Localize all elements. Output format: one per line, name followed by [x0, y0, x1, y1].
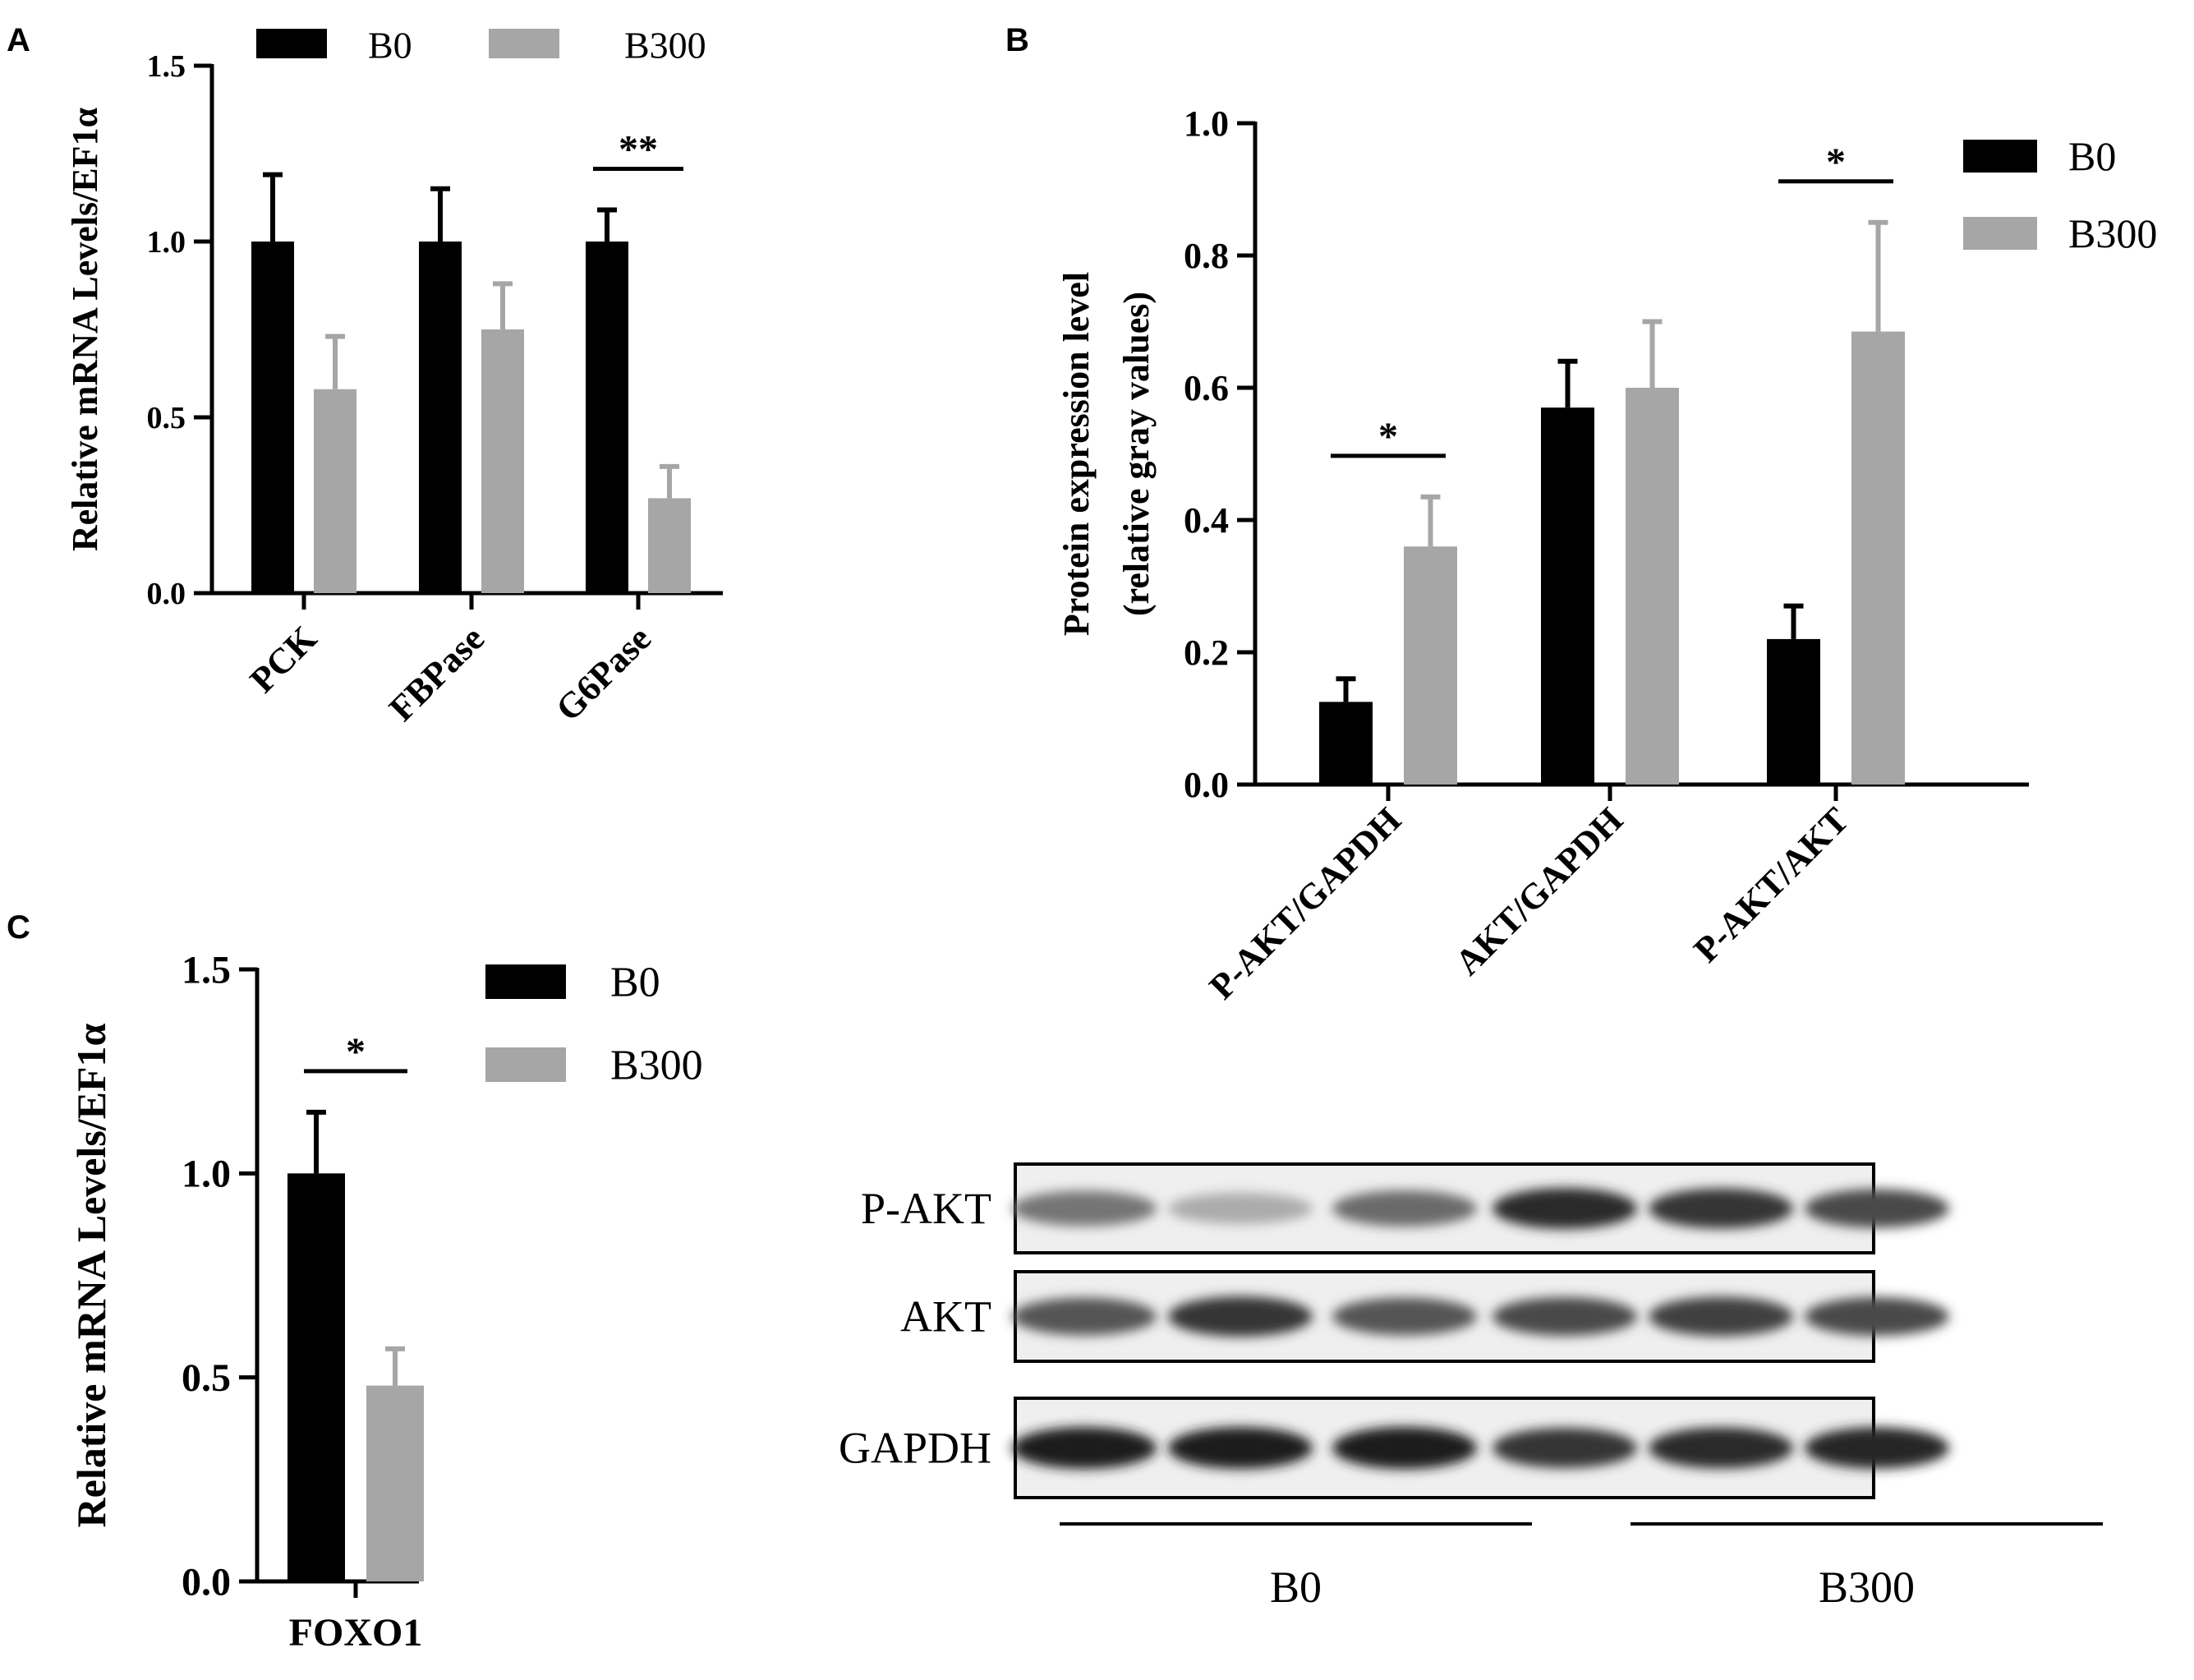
- blot-band: [1168, 1193, 1313, 1224]
- panel-letter-a: A: [7, 22, 30, 58]
- bar-b300-p-akt-gapdh: [1404, 546, 1457, 785]
- x-tick-label: G6Pase: [548, 618, 659, 729]
- bar-b0-g6pase: [586, 242, 628, 593]
- legend-label-b0: B0: [610, 960, 660, 1006]
- bar-b300-pck: [314, 389, 356, 593]
- y-axis-label: Relative mRNA Levels/EF1α: [65, 107, 105, 551]
- chart-panel-c: 0.0 0.5 1.0 1.5 Relative mRNA Levels/EF1α FOX…: [68, 948, 703, 1655]
- blot-band: [1012, 1297, 1157, 1336]
- blot-row-label: P-AKT: [861, 1184, 991, 1233]
- blot-band: [1805, 1427, 1949, 1469]
- blot-band: [1805, 1297, 1949, 1336]
- blot-band: [1493, 1428, 1637, 1468]
- significance-label: *: [346, 1030, 366, 1074]
- y-tick-label: 0.0: [147, 577, 186, 611]
- blot-band: [1332, 1297, 1477, 1336]
- y-axis-label: Protein expression level: [1056, 272, 1097, 636]
- legend-swatch-b0: [256, 29, 327, 58]
- blot-band: [1012, 1190, 1157, 1227]
- blot-band: [1493, 1297, 1637, 1336]
- y-tick-label: 0.4: [1184, 500, 1229, 541]
- y-tick-label: 1.0: [1184, 104, 1229, 144]
- x-tick-label: P-AKT/GAPDH: [1202, 799, 1409, 1006]
- bar-b0-fbpase: [419, 242, 462, 593]
- x-tick-label: AKT/GAPDH: [1447, 799, 1631, 983]
- y-tick-label: 0.6: [1184, 368, 1229, 408]
- legend-swatch-b0: [1963, 140, 2037, 173]
- y-tick-label: 0.0: [182, 1560, 231, 1604]
- x-tick-label: PCK: [242, 618, 324, 700]
- blot-band: [1649, 1188, 1793, 1229]
- blot-band: [1649, 1427, 1793, 1469]
- y-tick-label: 1.5: [147, 49, 186, 84]
- y-tick-label: 0.8: [1184, 236, 1229, 276]
- y-tick-label: 1.5: [182, 948, 231, 992]
- bar-b300-fbpase: [481, 329, 524, 593]
- bar-b0-akt-gapdh: [1541, 407, 1594, 785]
- panel-letter-b: B: [1005, 22, 1029, 58]
- significance-label: *: [1826, 140, 1846, 184]
- y-tick-label: 1.0: [147, 225, 186, 260]
- y-axis-label-line2: (relative gray values): [1116, 292, 1157, 616]
- legend-swatch-b300: [489, 29, 559, 58]
- y-tick-label: 0.2: [1184, 633, 1229, 673]
- chart-panel-a: 0.0 0.5 1.0 1.5 Relative mRNA Levels/EF1α PCK…: [65, 25, 723, 729]
- blot-band: [1805, 1189, 1949, 1228]
- significance-label: **: [619, 127, 658, 171]
- blot-band: [1332, 1190, 1477, 1227]
- y-tick-label: 0.5: [147, 401, 186, 435]
- legend-label-b300: B300: [2068, 210, 2157, 256]
- panel-letter-c: C: [7, 909, 30, 946]
- bar-b0-pck: [251, 242, 294, 593]
- x-tick-label: FBPase: [381, 618, 492, 729]
- blot-band: [1649, 1296, 1793, 1337]
- bar-b0-p-akt-akt: [1767, 638, 1820, 785]
- legend-swatch-b300: [485, 1047, 566, 1082]
- legend-label-b0: B0: [368, 25, 412, 67]
- bar-b0-foxo1: [287, 1173, 345, 1581]
- y-tick-label: 0.5: [182, 1356, 231, 1400]
- blot-band: [1168, 1296, 1313, 1337]
- legend-label-b0: B0: [2068, 133, 2116, 179]
- x-tick-label: P-AKT/AKT: [1686, 799, 1857, 970]
- blot-band: [1332, 1426, 1477, 1470]
- legend-label-b300: B300: [610, 1043, 703, 1089]
- legend-label-b300: B300: [624, 25, 706, 67]
- blot-group-label: B0: [1270, 1563, 1322, 1612]
- chart-panel-b: 0.0 0.2 0.4 0.6 0.8 1.0 Protein expression lev…: [1056, 104, 2157, 1007]
- x-tick-label: FOXO1: [289, 1611, 423, 1655]
- bar-b300-foxo1: [366, 1385, 424, 1581]
- y-tick-label: 0.0: [1184, 765, 1229, 805]
- blot-row-label: AKT: [900, 1292, 991, 1342]
- bar-b0-p-akt-gapdh: [1319, 702, 1373, 785]
- y-axis-label: Relative mRNA Levels/EF1α: [68, 1023, 114, 1527]
- blot-group-label: B300: [1819, 1563, 1915, 1612]
- legend-swatch-b300: [1963, 217, 2037, 250]
- y-tick-label: 1.0: [182, 1153, 231, 1196]
- significance-label: *: [1378, 415, 1398, 458]
- blot-band: [1012, 1427, 1157, 1469]
- blot-band: [1493, 1188, 1637, 1229]
- bar-b300-p-akt-akt: [1851, 331, 1905, 785]
- blot-row-label: GAPDH: [839, 1424, 991, 1473]
- western-blot: P-AKT AKT GAPDH B0 B300: [839, 1162, 2103, 1612]
- bar-b300-g6pase: [648, 498, 691, 593]
- legend-swatch-b0: [485, 964, 566, 999]
- blot-band: [1168, 1427, 1313, 1469]
- bar-b300-akt-gapdh: [1626, 388, 1679, 785]
